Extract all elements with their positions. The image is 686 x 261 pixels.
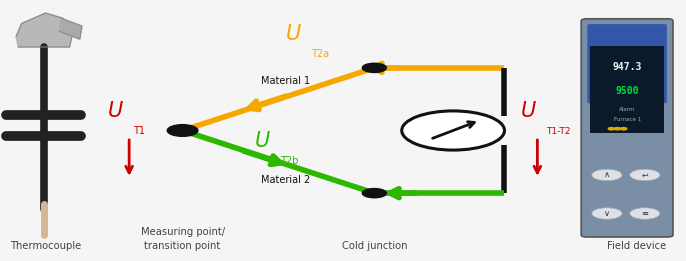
FancyBboxPatch shape: [590, 46, 664, 133]
Polygon shape: [59, 18, 82, 39]
Circle shape: [621, 128, 627, 130]
Text: $\mathit{U}$: $\mathit{U}$: [285, 24, 303, 44]
Text: ∨: ∨: [604, 209, 610, 218]
Circle shape: [402, 111, 504, 150]
Text: ∧: ∧: [604, 170, 610, 180]
Text: T2a: T2a: [311, 49, 329, 59]
Circle shape: [167, 125, 198, 136]
Circle shape: [608, 128, 615, 130]
Polygon shape: [16, 13, 73, 47]
Circle shape: [592, 169, 622, 181]
Text: $\mathit{U}$: $\mathit{U}$: [107, 101, 124, 121]
Text: $\mathit{U}$: $\mathit{U}$: [255, 131, 272, 151]
Text: Thermocouple: Thermocouple: [10, 241, 81, 251]
Circle shape: [362, 188, 386, 198]
Text: 947.3: 947.3: [613, 62, 642, 72]
Text: T1-T2: T1-T2: [545, 127, 570, 136]
Text: ≡: ≡: [641, 209, 648, 218]
Text: Cold junction: Cold junction: [342, 241, 407, 251]
Circle shape: [630, 208, 660, 219]
Text: Material 2: Material 2: [261, 175, 310, 185]
Text: ↩: ↩: [641, 170, 648, 180]
Text: 9500: 9500: [615, 86, 639, 96]
Circle shape: [630, 169, 660, 181]
Text: Alarm: Alarm: [619, 106, 635, 111]
FancyBboxPatch shape: [581, 19, 673, 237]
Circle shape: [615, 128, 621, 130]
Circle shape: [362, 63, 386, 73]
Text: T1: T1: [132, 126, 145, 136]
Text: T2b: T2b: [280, 156, 298, 166]
FancyBboxPatch shape: [587, 24, 667, 103]
Text: $\mathit{U}$: $\mathit{U}$: [520, 101, 537, 121]
Text: Furnace 1: Furnace 1: [613, 117, 641, 122]
Text: Field device: Field device: [607, 241, 666, 251]
Circle shape: [592, 208, 622, 219]
Text: Material 1: Material 1: [261, 76, 310, 86]
Text: Measuring point/
transition point: Measuring point/ transition point: [141, 227, 224, 251]
